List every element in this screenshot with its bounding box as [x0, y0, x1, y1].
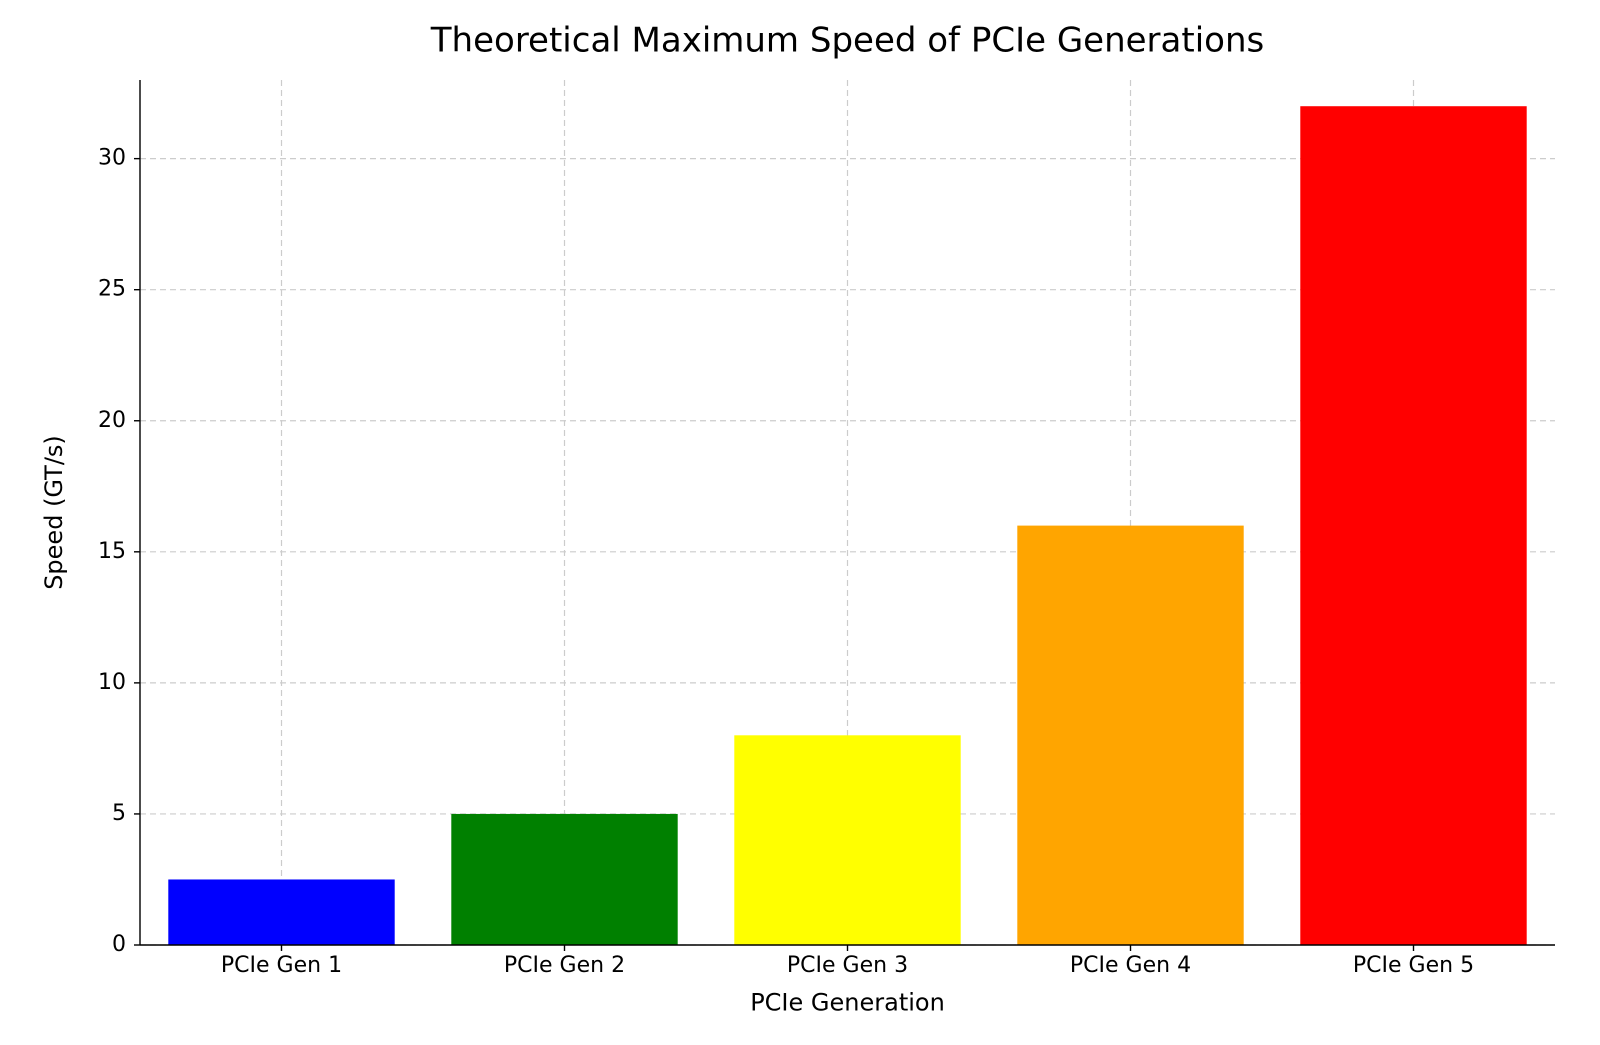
bar	[1300, 106, 1526, 945]
y-tick-label: 10	[98, 670, 126, 695]
bar-chart: 0 5 10 15 20 25 30 PCIe Gen 1 PCIe Gen 2 PCIe Gen…	[0, 0, 1600, 1045]
x-tick-label: PCIe Gen 3	[787, 953, 908, 978]
bar	[168, 879, 394, 945]
chart-title: Theoretical Maximum Speed of PCIe Genera…	[430, 21, 1264, 61]
x-tick-label: PCIe Gen 4	[1070, 953, 1191, 978]
x-tick-label: PCIe Gen 5	[1353, 953, 1474, 978]
y-tick-label: 25	[98, 277, 126, 302]
bar	[451, 814, 677, 945]
x-axis-label: PCIe Generation	[750, 989, 945, 1017]
bar	[1017, 526, 1243, 945]
y-tick-label: 5	[112, 801, 126, 826]
y-tick-label: 20	[98, 408, 126, 433]
y-tick-label: 15	[98, 539, 126, 564]
x-tick-label: PCIe Gen 2	[504, 953, 625, 978]
y-tick-label: 0	[112, 932, 126, 957]
chart-container: 0 5 10 15 20 25 30 PCIe Gen 1 PCIe Gen 2 PCIe Gen…	[0, 0, 1600, 1045]
bar	[734, 735, 960, 945]
y-tick-label: 30	[98, 146, 126, 171]
y-axis-label: Speed (GT/s)	[40, 435, 68, 590]
x-tick-label: PCIe Gen 1	[221, 953, 342, 978]
